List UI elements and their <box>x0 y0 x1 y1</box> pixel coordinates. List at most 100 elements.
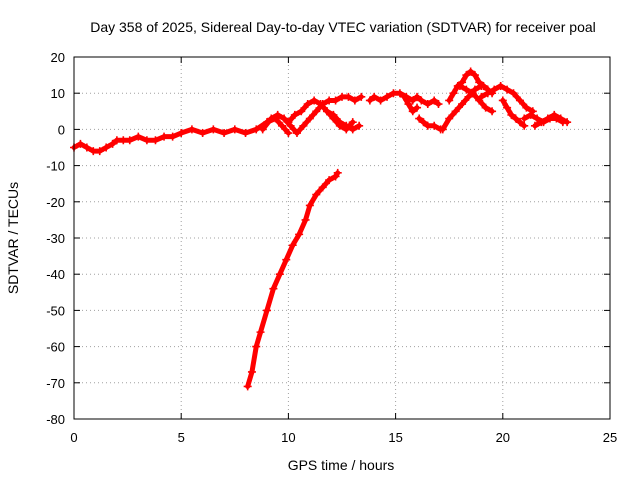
tick-layer: 0 5 10 15 20 25 -80 -70 -60 -50 -40 -30 -20 -10 0 10 20 <box>46 50 617 445</box>
data-point-marker <box>449 89 458 98</box>
data-point-marker <box>445 114 454 123</box>
data-point-marker <box>267 114 276 123</box>
data-point-marker <box>310 96 319 105</box>
data-point-marker <box>329 110 338 119</box>
data-point-marker <box>344 92 353 101</box>
data-trace-segment <box>277 257 289 277</box>
y-axis-label: SDTVAR / TECUs <box>5 182 21 294</box>
y-tick-label: -60 <box>46 340 65 355</box>
data-series <box>530 110 572 130</box>
data-point-marker <box>284 129 293 138</box>
data-point-marker <box>305 114 314 123</box>
data-point-marker <box>230 125 239 134</box>
data-point-marker <box>318 183 327 192</box>
data-point-marker <box>404 100 413 109</box>
data-point-marker <box>134 132 143 141</box>
data-point-marker <box>243 382 252 391</box>
data-point-marker <box>455 81 464 90</box>
data-point-marker <box>348 125 357 134</box>
y-tick-label: -30 <box>46 231 65 246</box>
data-point-marker <box>475 78 484 87</box>
data-point-marker <box>556 114 565 123</box>
data-point-marker <box>515 96 524 105</box>
data-series <box>243 168 342 391</box>
data-point-marker <box>451 107 460 116</box>
data-point-marker <box>258 125 267 134</box>
data-point-marker <box>445 96 454 105</box>
data-trace-segment <box>264 286 276 313</box>
data-series <box>445 67 497 105</box>
data-trace-segment <box>296 217 309 237</box>
data-point-marker <box>490 85 499 94</box>
data-series <box>365 89 443 109</box>
data-point-marker <box>284 118 293 127</box>
data-point-marker <box>299 121 308 130</box>
data-series <box>438 81 486 134</box>
data-point-marker <box>408 107 417 116</box>
data-point-marker <box>295 230 304 239</box>
data-point-marker <box>312 107 321 116</box>
y-tick-label: -70 <box>46 376 65 391</box>
data-point-marker <box>383 92 392 101</box>
x-tick-label: 20 <box>496 430 510 445</box>
data-point-marker <box>82 143 91 152</box>
y-tick-label: -20 <box>46 195 65 210</box>
data-point-marker <box>511 114 520 123</box>
data-point-marker <box>522 103 531 112</box>
data-series <box>477 81 537 116</box>
data-point-marker <box>498 96 507 105</box>
data-point-marker <box>464 92 473 101</box>
data-point-marker <box>280 114 289 123</box>
data-point-marker <box>395 89 404 98</box>
data-point-marker <box>496 81 505 90</box>
data-point-marker <box>466 67 475 76</box>
data-point-marker <box>408 96 417 105</box>
data-point-marker <box>462 71 471 80</box>
y-tick-label: -50 <box>46 303 65 318</box>
data-point-marker <box>177 129 186 138</box>
data-point-marker <box>503 85 512 94</box>
y-tick-label: -10 <box>46 159 65 174</box>
data-point-marker <box>273 110 282 119</box>
y-tick-label: 0 <box>58 122 65 137</box>
data-layer <box>70 67 572 391</box>
data-point-marker <box>269 284 278 293</box>
data-point-marker <box>365 96 374 105</box>
data-point-marker <box>322 107 331 116</box>
data-point-marker <box>256 328 265 337</box>
data-point-marker <box>102 143 111 152</box>
data-point-marker <box>160 132 169 141</box>
data-point-marker <box>290 110 299 119</box>
data-point-marker <box>335 118 344 127</box>
data-point-marker <box>198 129 207 138</box>
data-point-marker <box>438 125 447 134</box>
data-point-marker <box>151 136 160 145</box>
data-point-marker <box>209 125 218 134</box>
data-point-marker <box>220 129 229 138</box>
data-series <box>322 107 364 134</box>
data-trace-segment <box>279 123 291 136</box>
data-trace-segment <box>249 344 259 375</box>
data-point-marker <box>415 114 424 123</box>
data-point-marker <box>550 110 559 119</box>
data-point-marker <box>479 81 488 90</box>
chart-title: Day 358 of 2025, Sidereal Day-to-day VTE… <box>90 19 596 35</box>
data-point-marker <box>419 118 428 127</box>
data-point-marker <box>413 103 422 112</box>
data-series <box>400 92 422 116</box>
data-series <box>498 96 529 130</box>
data-point-marker <box>507 110 516 119</box>
data-point-marker <box>316 100 325 109</box>
data-point-marker <box>481 103 490 112</box>
data-point-marker <box>530 121 539 130</box>
data-point-marker <box>357 92 366 101</box>
data-point-marker <box>142 136 151 145</box>
data-point-marker <box>423 100 432 109</box>
data-point-marker <box>342 121 351 130</box>
data-point-marker <box>187 125 196 134</box>
data-point-marker <box>470 71 479 80</box>
data-point-marker <box>488 107 497 116</box>
data-point-marker <box>247 367 256 376</box>
